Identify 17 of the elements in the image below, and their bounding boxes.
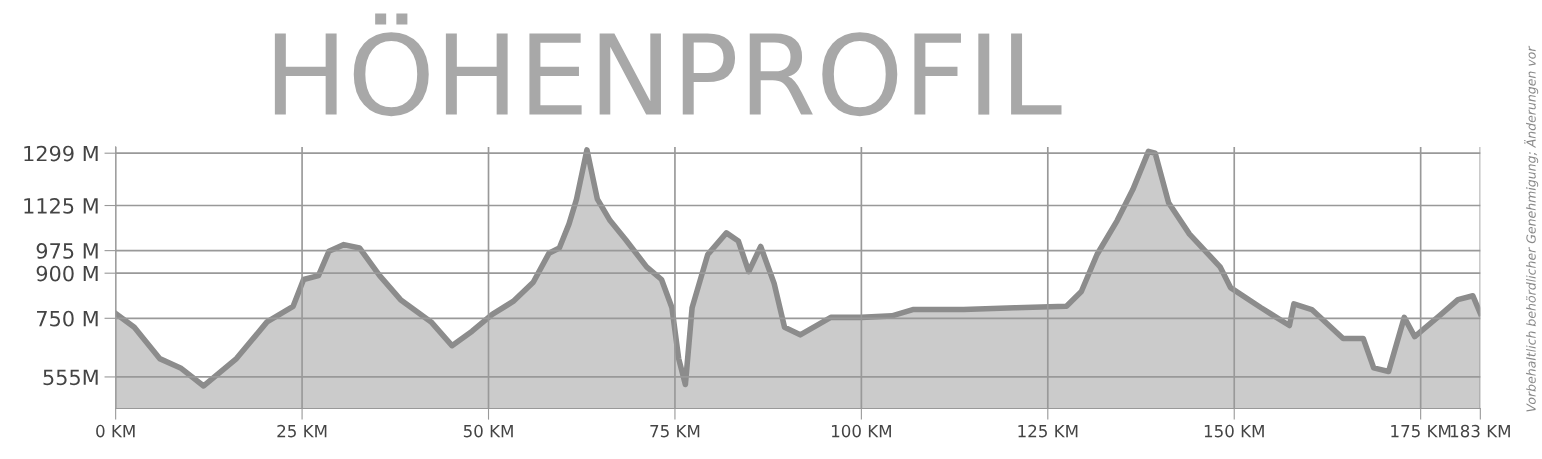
text: Vorbehaltlich behördlicher Genehmigung; Änderungen vor	[1524, 45, 1539, 412]
y-tick-label: 555M	[43, 369, 98, 386]
x-tick-label: 0 KM	[96, 424, 135, 438]
x-tick-label: 175 KM	[1391, 425, 1451, 438]
x-tick-label: 75 KM	[650, 425, 700, 438]
y-tick-label: 900 M	[36, 265, 98, 282]
y-tick-label: 1125 M	[24, 197, 98, 214]
y-tick-label: 1299 M	[24, 145, 98, 162]
x-tick-label: 150 KM	[1204, 424, 1264, 438]
x-tick-label: 125 KM	[1018, 424, 1078, 438]
x-tick-label: 25 KM	[277, 424, 327, 438]
x-tick-label: 100 KM	[831, 424, 891, 438]
chart-title: HÖHENPROFIL	[274, 13, 1062, 117]
y-tick-label: 975 M	[36, 243, 98, 259]
x-tick-label: 50 KM	[463, 424, 513, 438]
y-tick-label: 750 M	[37, 310, 98, 327]
x-tick-label: 183 KM	[1450, 424, 1510, 438]
